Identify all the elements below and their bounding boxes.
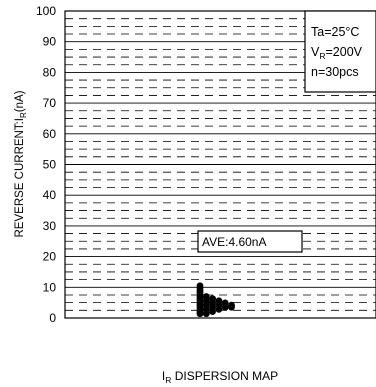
average-label: AVE:4.60nA xyxy=(202,235,267,249)
data-point xyxy=(215,306,223,313)
y-tick-label: 50 xyxy=(43,158,57,172)
y-tick-label: 20 xyxy=(43,250,57,264)
data-points xyxy=(196,282,235,318)
y-axis-label: REVERSE CURRENT:IR(nA) xyxy=(14,90,28,237)
data-point xyxy=(202,310,210,318)
y-tick-label: 10 xyxy=(43,280,57,294)
data-point xyxy=(209,308,217,315)
y-tick-label: 30 xyxy=(43,219,57,233)
y-tick-label: 80 xyxy=(43,65,57,79)
data-point xyxy=(196,310,204,318)
x-axis-label: IR DISPERSION MAP xyxy=(162,369,278,385)
average-box: AVE:4.60nA xyxy=(197,230,303,253)
y-tick-label: 40 xyxy=(43,188,57,202)
conditions-box: Ta=25°C VR=200V n=30pcs xyxy=(304,10,376,93)
y-tick-label: 60 xyxy=(43,127,57,141)
y-tick-label: 0 xyxy=(49,311,56,325)
sample-count-label: n=30pcs xyxy=(311,65,359,79)
y-tick-label: 90 xyxy=(43,35,57,49)
y-tick-label: 70 xyxy=(43,96,57,110)
temperature-label: Ta=25°C xyxy=(311,25,359,39)
data-point xyxy=(228,303,235,311)
voltage-label: VR=200V xyxy=(311,45,363,61)
y-tick-label: 100 xyxy=(36,4,56,18)
data-point xyxy=(221,303,229,311)
